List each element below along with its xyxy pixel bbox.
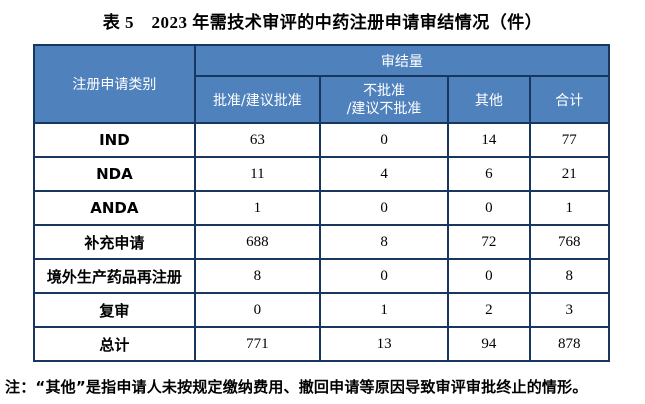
cell-other: 0 xyxy=(447,190,531,226)
table-row-overseas-reregistration: 境外生产药品再注册 8 0 0 8 xyxy=(33,258,611,294)
header-col-not-approved: 不批准 /建议不批准 xyxy=(318,75,450,124)
row-label: 复审 xyxy=(33,292,196,328)
cell-total: 768 xyxy=(528,224,611,260)
cell-approved: 1 xyxy=(193,190,321,226)
row-label: 境外生产药品再注册 xyxy=(33,258,196,294)
footnote: 注：“其他”是指申请人未按规定缴纳费用、撤回申请等原因导致审评审批终止的情形。 xyxy=(5,378,588,396)
cell-not-approved: 1 xyxy=(318,292,450,328)
cell-approved: 11 xyxy=(193,156,321,192)
cell-other: 6 xyxy=(447,156,531,192)
header-category: 注册申请类别 xyxy=(33,44,196,124)
table-row-nda: NDA 11 4 6 21 xyxy=(33,156,611,192)
row-label: 补充申请 xyxy=(33,224,196,260)
cell-not-approved: 8 xyxy=(318,224,450,260)
cell-total: 1 xyxy=(528,190,611,226)
header-group-review-volume: 审结量 xyxy=(193,44,611,77)
header-row-group: 注册申请类别 审结量 xyxy=(33,44,611,124)
header-row-sub: 批准/建议批准 不批准 /建议不批准 其他 合计 xyxy=(34,75,611,124)
cell-not-approved: 4 xyxy=(318,156,450,192)
table-row-grand-total: 总计 771 13 94 878 xyxy=(33,326,611,362)
cell-not-approved: 0 xyxy=(318,122,450,158)
table-row-reexamination: 复审 0 1 2 3 xyxy=(33,292,611,328)
page-title: 表 5 2023 年需技术审评的中药注册申请审结情况（件） xyxy=(102,13,543,32)
row-label: ANDA xyxy=(33,190,196,226)
row-label: NDA xyxy=(33,156,196,192)
cell-total: 8 xyxy=(528,258,611,294)
cell-approved: 771 xyxy=(193,326,321,362)
cell-other: 94 xyxy=(447,326,531,362)
cell-approved: 688 xyxy=(193,224,321,260)
table-row-ind: IND 63 0 14 77 xyxy=(33,122,611,158)
row-label: 总计 xyxy=(33,326,196,362)
cell-not-approved: 0 xyxy=(318,190,450,226)
cell-other: 72 xyxy=(447,224,531,260)
header-col-approved: 批准/建议批准 xyxy=(193,75,321,124)
cell-total: 77 xyxy=(528,122,611,158)
cell-other: 0 xyxy=(447,258,531,294)
review-results-table: 注册申请类别 审结量 批准/建议批准 不批准 /建议不批准 其他 合计 IND … xyxy=(33,44,611,362)
cell-not-approved: 0 xyxy=(318,258,450,294)
cell-total: 878 xyxy=(528,326,611,362)
row-label: IND xyxy=(33,122,196,158)
table-row-supplementary: 补充申请 688 8 72 768 xyxy=(33,224,611,260)
header-col-total: 合计 xyxy=(528,75,611,124)
table-row-anda: ANDA 1 0 0 1 xyxy=(33,190,611,226)
cell-approved: 8 xyxy=(193,258,321,294)
cell-not-approved: 13 xyxy=(318,326,450,362)
cell-approved: 0 xyxy=(193,292,321,328)
cell-other: 14 xyxy=(447,122,531,158)
cell-total: 21 xyxy=(528,156,611,192)
cell-other: 2 xyxy=(447,292,531,328)
cell-approved: 63 xyxy=(193,122,321,158)
header-col-other: 其他 xyxy=(447,75,531,124)
cell-total: 3 xyxy=(528,292,611,328)
